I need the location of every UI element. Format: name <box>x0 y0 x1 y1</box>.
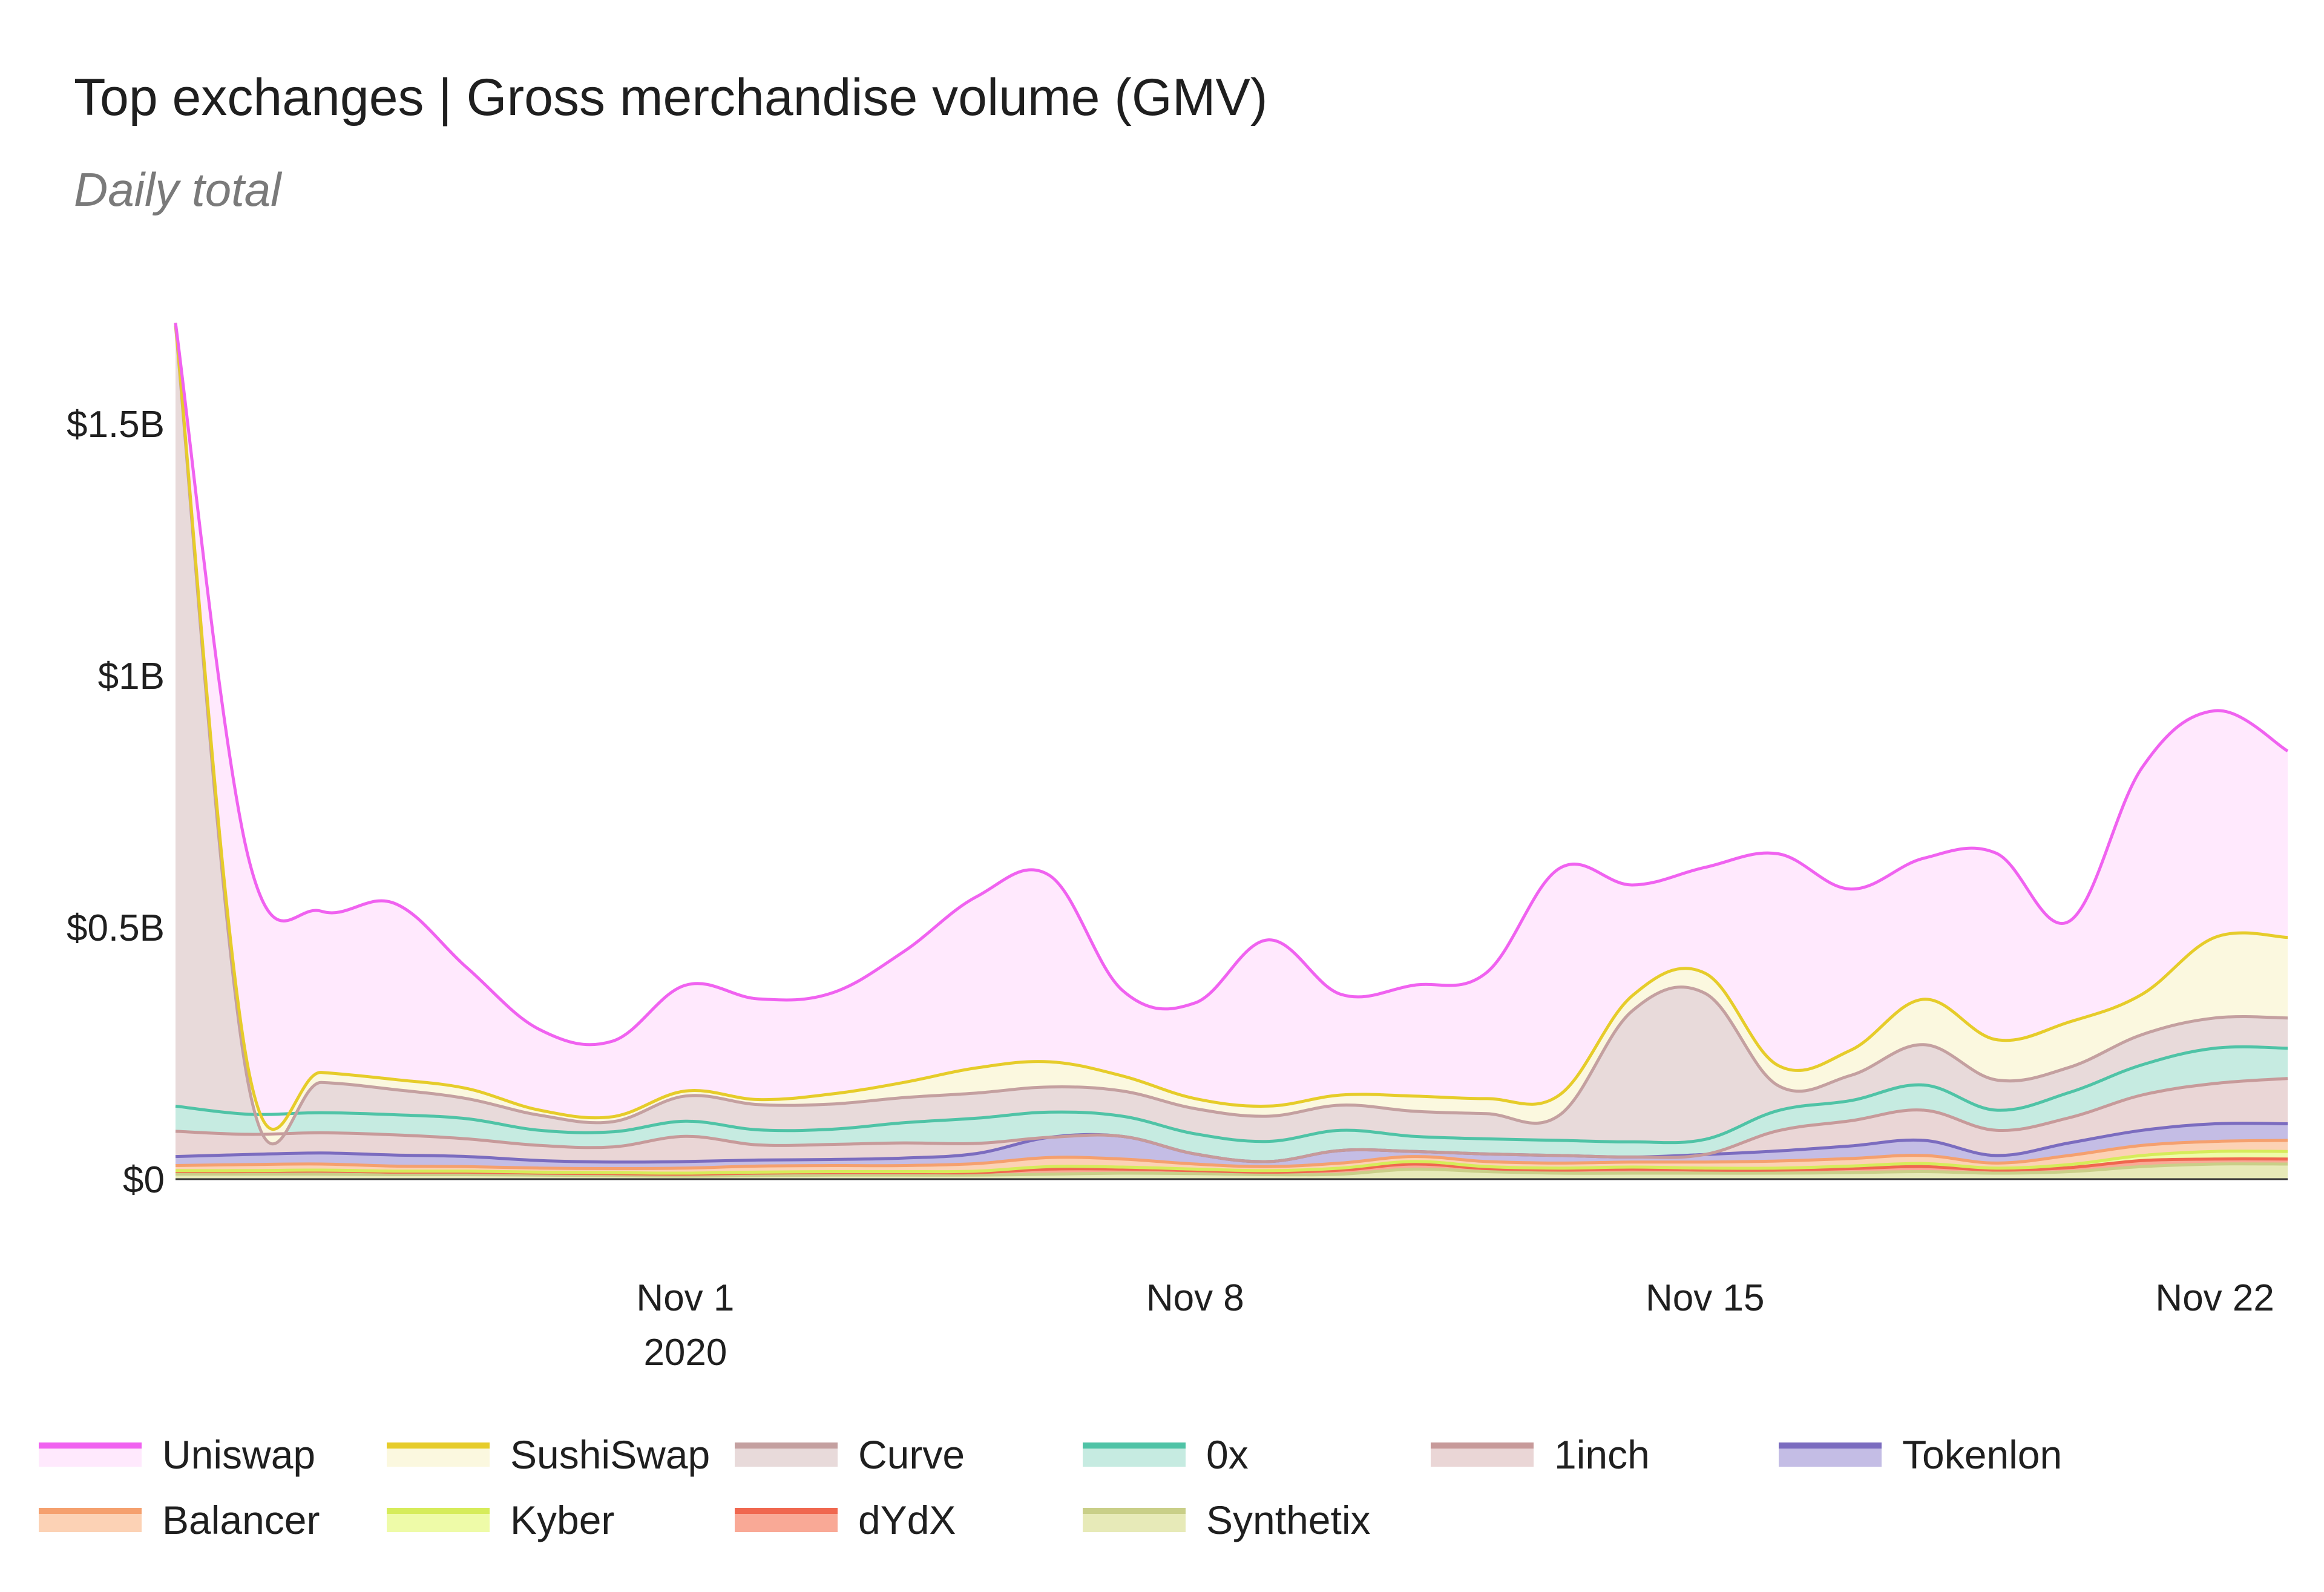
area-balancer[interactable] <box>176 1140 2288 1174</box>
legend-label: Tokenlon <box>1902 1432 2063 1477</box>
line-synthetix[interactable] <box>176 1162 2288 1178</box>
legend-label: SushiSwap <box>510 1432 711 1477</box>
legend-item-synthetix[interactable]: Synthetix <box>1083 1491 1370 1549</box>
legend-swatch <box>1083 1442 1186 1467</box>
y-tick-label: $1B <box>98 656 165 697</box>
line-curve[interactable] <box>174 325 2288 1146</box>
legend-item-curve[interactable]: Curve <box>735 1426 965 1484</box>
x-tick-label: Nov 8 <box>1146 1277 1244 1319</box>
legend-swatch <box>735 1508 838 1532</box>
legend-item-tokenlon[interactable]: Tokenlon <box>1779 1426 2062 1484</box>
line-uniswap[interactable] <box>174 323 2289 1047</box>
legend-label: Balancer <box>162 1498 320 1542</box>
legend-swatch <box>1431 1442 1534 1467</box>
legend-item-1inch[interactable]: 1inch <box>1431 1426 1650 1484</box>
area-uniswap[interactable] <box>176 323 2288 1130</box>
legend-item-uniswap[interactable]: Uniswap <box>39 1426 315 1484</box>
legend-swatch <box>387 1442 490 1467</box>
legend-item-dydx[interactable]: dYdX <box>735 1491 956 1549</box>
legend-swatch <box>39 1442 142 1467</box>
y-tick-label: $0 <box>123 1159 165 1201</box>
y-axis: $0 $0.5B $1B $1.5B <box>67 404 165 1201</box>
legend-swatch <box>39 1508 142 1532</box>
chart-subtitle: Daily total <box>74 163 281 216</box>
x-axis: Nov 1 2020 Nov 8 Nov 15 Nov 22 <box>636 1277 2274 1373</box>
line-1inch[interactable] <box>175 1077 2288 1163</box>
legend-item-sushiswap[interactable]: SushiSwap <box>387 1426 710 1484</box>
legend-label: Synthetix <box>1206 1498 1371 1542</box>
x-tick-label: Nov 22 <box>2155 1277 2274 1319</box>
x-tick-label: Nov 15 <box>1646 1277 1764 1319</box>
area-sushiswap[interactable] <box>176 323 2288 1144</box>
line-sushiswap[interactable] <box>174 323 2288 1131</box>
legend-item-0x[interactable]: 0x <box>1083 1426 1249 1484</box>
legend-label: Uniswap <box>162 1432 316 1477</box>
area-tokenlon[interactable] <box>176 1123 2288 1169</box>
line-layers <box>174 323 2289 1178</box>
legend-item-balancer[interactable]: Balancer <box>39 1491 320 1549</box>
legend-label: Kyber <box>510 1498 615 1542</box>
line-0x[interactable] <box>175 1045 2288 1145</box>
legend-label: 0x <box>1206 1432 1249 1477</box>
x-tick-sublabel: 2020 <box>643 1332 727 1373</box>
area-synthetix[interactable] <box>176 1163 2288 1179</box>
legend-swatch <box>735 1442 838 1467</box>
x-tick-label: Nov 1 <box>636 1277 734 1319</box>
area-0x[interactable] <box>176 1047 2288 1162</box>
legend-swatch <box>1083 1508 1186 1532</box>
line-balancer[interactable] <box>175 1139 2288 1171</box>
legend-label: 1inch <box>1554 1432 1650 1477</box>
legend-swatch <box>387 1508 490 1532</box>
legend-item-kyber[interactable]: Kyber <box>387 1491 614 1549</box>
legend-label: dYdX <box>858 1498 956 1542</box>
y-tick-label: $1.5B <box>67 404 165 446</box>
legend-swatch <box>1779 1442 1882 1467</box>
line-kyber[interactable] <box>175 1150 2288 1175</box>
area-1inch[interactable] <box>176 1078 2288 1162</box>
legend-label: Curve <box>858 1432 965 1477</box>
chart-title: Top exchanges | Gross merchandise volume… <box>74 68 1268 127</box>
area-layers <box>176 323 2288 1179</box>
y-tick-label: $0.5B <box>67 907 165 949</box>
